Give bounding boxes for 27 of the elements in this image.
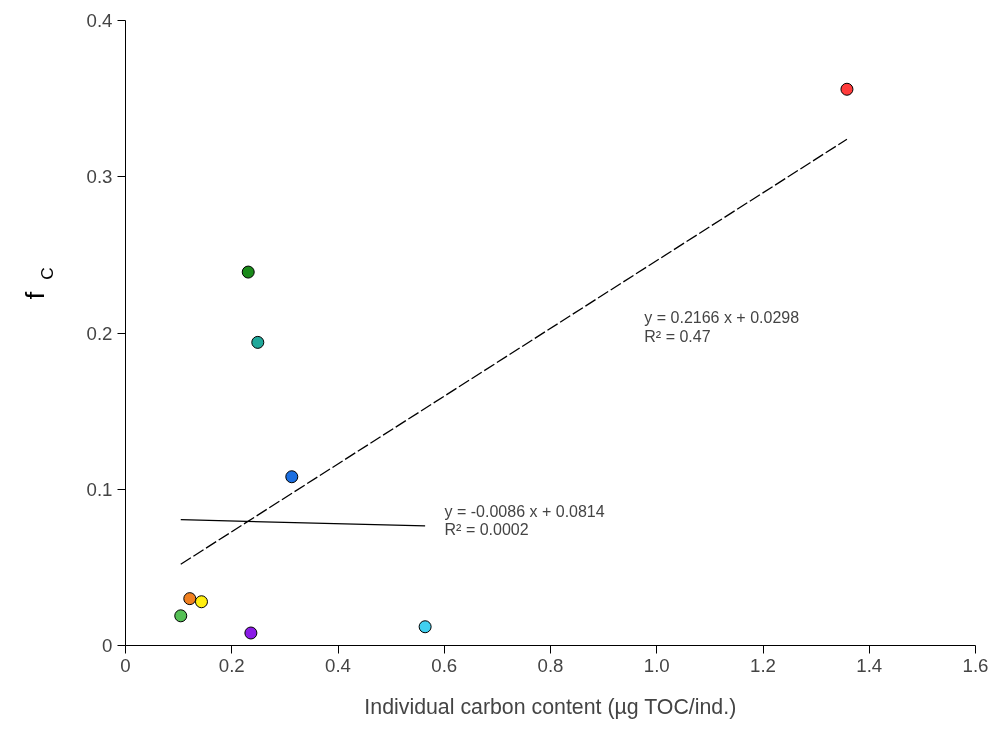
point — [285, 470, 299, 484]
point — [241, 265, 255, 279]
x-tick-label: 1.0 — [643, 654, 670, 676]
y-tick-label: 0 — [102, 635, 113, 656]
x-axis-title: Individual carbon content (µg TOC/ind.) — [364, 694, 737, 719]
x-tick-label: 1.2 — [750, 654, 776, 676]
x-tick-label: 1.6 — [962, 654, 989, 676]
point — [244, 626, 258, 640]
annotation: y = -0.0086 x + 0.0814 R² = 0.0002 — [444, 502, 605, 539]
x-tick-label: 0.2 — [218, 654, 245, 676]
x-tick-label: 0.6 — [431, 654, 458, 676]
y-tick-label: 0.4 — [86, 10, 113, 31]
point — [174, 609, 188, 623]
point — [840, 82, 854, 96]
y-tick-label: 0.1 — [86, 478, 113, 500]
x-tick-label: 0.4 — [325, 654, 351, 676]
x-tick-label: 1.4 — [856, 654, 883, 676]
x-tick-label: 0 — [120, 654, 131, 676]
y-tick-label: 0.3 — [86, 166, 113, 188]
point — [251, 335, 265, 349]
y-tick-label: 0.2 — [86, 322, 113, 344]
point — [418, 620, 432, 634]
y-axis-title: fC — [19, 267, 58, 300]
point — [183, 592, 197, 606]
point — [194, 595, 208, 609]
annotation: y = 0.2166 x + 0.0298 R² = 0.47 — [644, 308, 800, 345]
x-tick-label: 0.8 — [537, 654, 564, 676]
